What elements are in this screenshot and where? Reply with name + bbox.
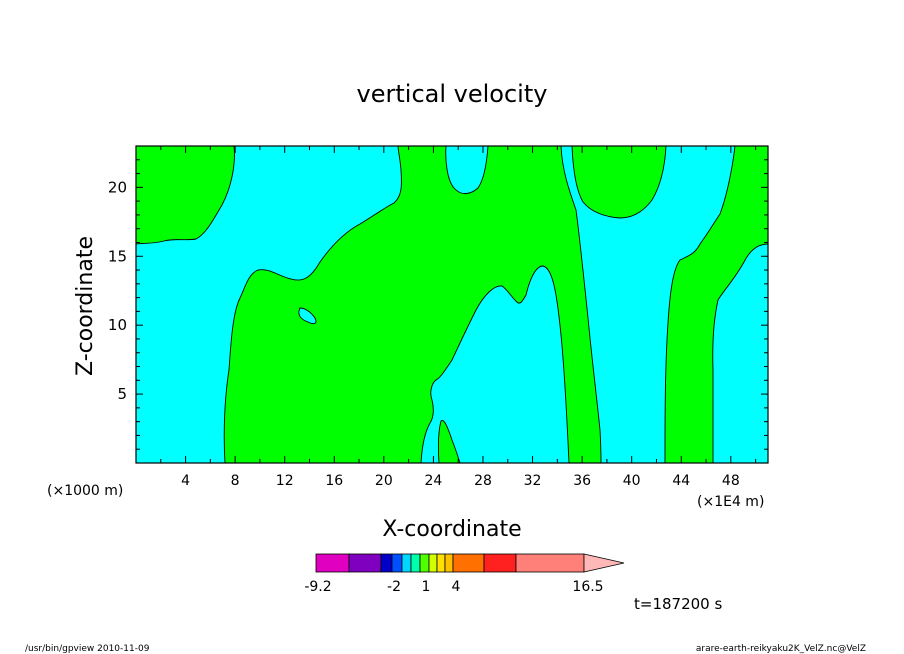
colorbar-segment: [452, 553, 485, 573]
x-tick-label: 44: [672, 473, 690, 489]
colorbar-segment: [428, 553, 438, 573]
chart-title: vertical velocity: [357, 80, 548, 108]
colorbar-tick-label: -2: [387, 579, 401, 595]
x-tick-label: 4: [181, 473, 190, 489]
colorbar-segment: [401, 553, 412, 573]
colorbar-segment: [436, 553, 446, 573]
colorbar-arrow: [583, 553, 625, 573]
colorbar-segment: [380, 553, 393, 573]
x-axis-title: X-coordinate: [382, 517, 521, 542]
colorbar-tick-label: 1: [422, 579, 431, 595]
x-tick-label: 48: [722, 473, 740, 489]
x-axis: 4 8 12 16 20 24 28 32 36 40 44 48: [160, 146, 757, 489]
x-tick-label: 28: [474, 473, 492, 489]
x-unit-label: (×1000 m): [47, 483, 123, 499]
colorbar-tick-label: 4: [452, 579, 461, 595]
x-tick-label: 8: [231, 473, 240, 489]
x-tick-label: 32: [524, 473, 542, 489]
colorbar: [315, 553, 625, 573]
positive-region: [223, 146, 602, 463]
y-tick-label: 20: [108, 178, 127, 196]
y-tick-label: 5: [117, 385, 127, 403]
footer-left: /usr/bin/gpview 2010-11-09: [25, 644, 150, 654]
positive-region: [664, 146, 768, 463]
x-unit-label-right: (×1E4 m): [697, 494, 764, 510]
colorbar-segment: [483, 553, 517, 573]
negative-pocket: [298, 307, 317, 325]
y-axis: 5 10 15 20: [108, 159, 768, 450]
footer-right: arare-earth-reikyaku2K_VelZ.nc@VelZ: [696, 644, 866, 654]
colorbar-segment: [515, 553, 585, 573]
colorbar-tick-label: 16.5: [572, 579, 603, 595]
positive-region: [437, 420, 461, 463]
x-tick-label: 40: [623, 473, 641, 489]
x-tick-label: 20: [375, 473, 393, 489]
colorbar-labels: -9.2 -2 1 4 16.5: [304, 579, 603, 595]
y-axis-title: Z-coordinate: [73, 236, 98, 376]
y-tick-label: 15: [108, 247, 127, 265]
colorbar-segment: [315, 553, 350, 573]
colorbar-segment: [444, 553, 454, 573]
colorbar-segment: [391, 553, 403, 573]
colorbar-segment: [348, 553, 382, 573]
positive-region: [136, 146, 235, 245]
x-tick-label: 36: [573, 473, 591, 489]
colorbar-segment: [419, 553, 430, 573]
colorbar-segment: [410, 553, 421, 573]
x-tick-label: 16: [325, 473, 343, 489]
x-tick-label: 24: [424, 473, 442, 489]
colorbar-tick-label: -9.2: [304, 579, 331, 595]
time-label: t=187200 s: [634, 595, 722, 613]
positive-region: [571, 146, 667, 219]
y-tick-label: 10: [108, 316, 127, 334]
x-tick-label: 12: [276, 473, 294, 489]
plot-frame: [135, 145, 769, 464]
